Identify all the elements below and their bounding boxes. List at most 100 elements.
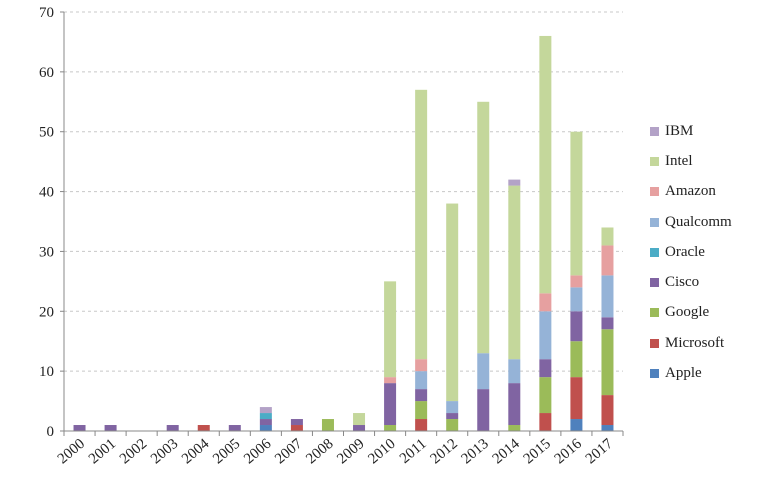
bar-segment-intel <box>477 101 490 354</box>
bar-segment-intel <box>415 89 428 360</box>
legend-swatch <box>650 247 659 257</box>
bar-segment-cisco <box>601 317 614 330</box>
x-tick-label: 2008 <box>303 436 336 468</box>
bar-segment-ibm <box>508 179 521 186</box>
bar-segment-cisco <box>446 413 459 420</box>
legend-swatch <box>650 369 659 379</box>
bar-segment-cisco <box>477 389 490 431</box>
legend-swatch <box>650 217 659 227</box>
y-tick-label: 20 <box>39 304 54 320</box>
bar-segment-intel <box>353 413 366 426</box>
legend-swatch <box>650 187 659 197</box>
bar-segment-google <box>508 425 521 431</box>
x-tick-label: 2007 <box>272 435 306 467</box>
legend-item-ibm: IBM <box>650 116 770 146</box>
bar-segment-qualcomm <box>477 353 490 390</box>
bar-segment-cisco <box>570 311 583 342</box>
legend-label: Apple <box>665 365 702 382</box>
bar-segment-microsoft <box>601 395 614 426</box>
bar-segment-qualcomm <box>570 287 583 312</box>
legend-swatch <box>650 126 659 136</box>
bar-segment-microsoft <box>197 425 210 431</box>
x-tick-label: 2013 <box>459 436 492 468</box>
bar-segment-cisco <box>104 425 117 431</box>
bars <box>73 35 614 431</box>
bar-segment-cisco <box>228 425 241 431</box>
bar-segment-ibm <box>259 407 272 414</box>
bar-segment-google <box>446 419 459 431</box>
bar-segment-amazon <box>601 245 614 276</box>
legend-item-microsoft: Microsoft <box>650 328 770 358</box>
bar-segment-google <box>415 401 428 420</box>
y-tick-label: 60 <box>39 65 54 81</box>
bar-segment-microsoft <box>539 413 552 431</box>
x-tick-label: 2002 <box>117 436 150 468</box>
x-tick-label: 2009 <box>334 436 367 468</box>
bar-segment-microsoft <box>570 377 583 420</box>
bar-segment-intel <box>384 281 397 378</box>
x-tick-label: 2000 <box>55 436 88 468</box>
legend-label: Google <box>665 304 710 321</box>
legend-item-oracle: Oracle <box>650 237 770 267</box>
legend-swatch <box>650 278 659 288</box>
y-tick-label: 70 <box>39 5 54 21</box>
legend-label: IBM <box>665 122 694 139</box>
x-tick-label: 2003 <box>148 436 181 468</box>
legend-item-cisco: Cisco <box>650 267 770 297</box>
legend-item-google: Google <box>650 298 770 328</box>
legend-label: Cisco <box>665 274 700 291</box>
bar-segment-microsoft <box>290 425 303 431</box>
legend-item-apple: Apple <box>650 358 770 388</box>
bar-segment-amazon <box>384 377 397 384</box>
y-tick-label: 30 <box>39 244 54 260</box>
bar-segment-google <box>321 419 334 431</box>
y-tick-labels: 0 10 20 30 40 50 60 70 <box>39 5 54 440</box>
x-tick-label: 2004 <box>179 435 213 467</box>
x-tick-label: 2010 <box>365 436 398 468</box>
bar-segment-intel <box>570 131 583 276</box>
bar-segment-qualcomm <box>539 311 552 360</box>
bar-segment-google <box>570 341 583 378</box>
legend-item-amazon: Amazon <box>650 177 770 207</box>
y-tick-label: 10 <box>39 364 54 380</box>
bar-segment-amazon <box>539 293 552 312</box>
legend-item-qualcomm: Qualcomm <box>650 207 770 237</box>
legend: IBM Intel Amazon Qualcomm Oracle Cisco Google M… <box>650 116 770 389</box>
bar-segment-cisco <box>259 419 272 426</box>
legend-item-intel: Intel <box>650 146 770 176</box>
x-tick-label: 2001 <box>86 436 119 468</box>
x-tick-label: 2014 <box>490 435 524 467</box>
bar-segment-google <box>539 377 552 414</box>
x-tick-label: 2016 <box>552 435 586 467</box>
bar-segment-cisco <box>290 419 303 426</box>
legend-swatch <box>650 338 659 348</box>
bar-segment-cisco <box>415 389 428 402</box>
bar-segment-qualcomm <box>508 359 521 384</box>
legend-label: Microsoft <box>665 334 725 351</box>
gridlines <box>64 11 623 372</box>
bar-segment-microsoft <box>415 419 428 431</box>
x-tick-label: 2017 <box>583 435 617 467</box>
bar-segment-cisco <box>73 425 86 431</box>
bar-segment-amazon <box>570 275 583 288</box>
y-tick-label: 0 <box>47 424 55 440</box>
legend-label: Qualcomm <box>665 213 732 230</box>
x-tick-label: 2011 <box>397 436 430 467</box>
bar-segment-apple <box>259 425 272 431</box>
legend-label: Amazon <box>665 183 716 200</box>
bar-segment-cisco <box>353 425 366 431</box>
bar-segment-oracle <box>259 413 272 420</box>
bar-segment-intel <box>601 227 614 246</box>
x-tick-label: 2005 <box>210 436 243 468</box>
axes <box>60 11 624 436</box>
bar-segment-google <box>384 425 397 431</box>
bar-segment-qualcomm <box>601 275 614 318</box>
bar-segment-intel <box>446 203 459 402</box>
x-tick-label: 2012 <box>427 436 460 468</box>
bar-segment-google <box>601 329 614 396</box>
x-tick-label: 2006 <box>241 435 275 467</box>
legend-label: Intel <box>665 152 693 169</box>
bar-segment-amazon <box>415 359 428 372</box>
bar-segment-apple <box>601 425 614 431</box>
